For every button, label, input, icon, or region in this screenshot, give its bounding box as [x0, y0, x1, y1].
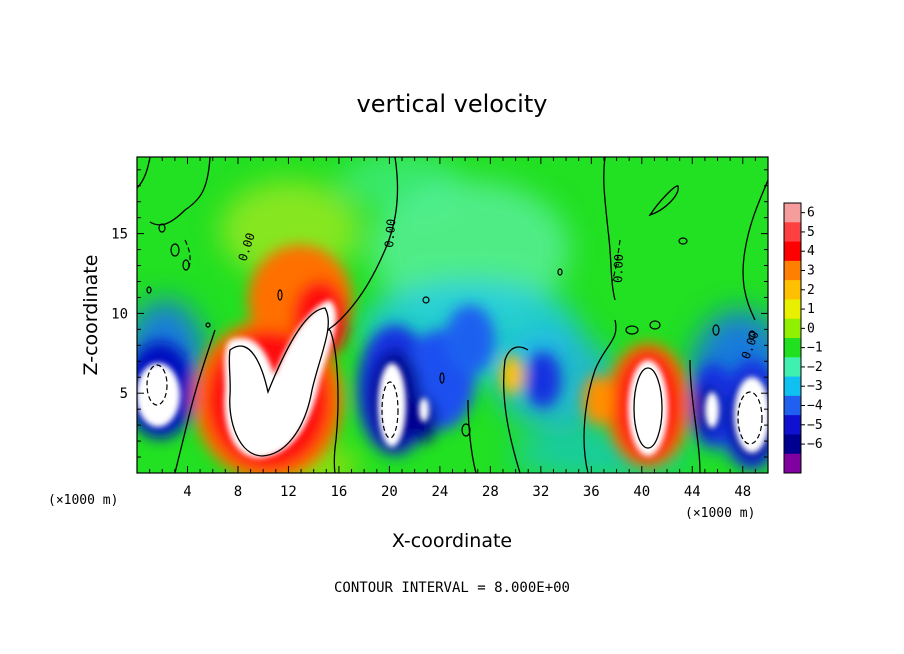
axis-ticks	[136, 157, 769, 473]
colorbar-tick-label: 3	[807, 264, 815, 279]
colorbar-swatch	[784, 299, 801, 320]
colorbar-tick-label: 6	[807, 206, 815, 221]
colorbar-swatch	[784, 415, 801, 435]
colorbar-tick-label: −1	[807, 341, 823, 356]
x-tick-label: 24	[431, 484, 448, 500]
x-unit-label-right: (×1000 m)	[685, 506, 755, 521]
colorbar-tick-label: −2	[807, 360, 823, 375]
x-tick-label: 8	[234, 484, 242, 500]
colorbar-swatch	[784, 280, 801, 300]
colorbar-swatch	[784, 338, 801, 358]
colorbar-swatch	[784, 260, 801, 281]
y-tick-label: 15	[111, 227, 128, 243]
colorbar-tick-label: 4	[807, 244, 815, 259]
colorbar-tick-label: −3	[807, 379, 823, 394]
colorbar-swatch	[784, 203, 801, 223]
colorbar-swatch	[784, 241, 801, 262]
contour-label: 0.00	[382, 218, 398, 248]
colorbar-swatch	[784, 318, 801, 339]
colorbar-swatch	[784, 453, 801, 474]
x-tick-label: 44	[684, 484, 701, 500]
x-unit-label-left: (×1000 m)	[48, 493, 118, 508]
x-tick-label: 36	[583, 484, 600, 500]
colorbar-tick-label: −5	[807, 418, 823, 433]
y-tick-labels: 5 10 15	[111, 227, 128, 403]
colorbar-swatch	[784, 222, 801, 243]
colorbar-tick-label: 2	[807, 283, 815, 298]
x-axis-label: X-coordinate	[392, 530, 512, 552]
chart-title: vertical velocity	[357, 90, 548, 118]
colorbar-labels: 6 5 4 3 2 1 0 −1 −2 −3 −4 −5 −6	[807, 206, 823, 452]
contour-label: 0.00	[611, 254, 626, 283]
colorbar-swatch	[784, 434, 801, 455]
contour-interval-note: CONTOUR INTERVAL = 8.000E+00	[334, 580, 570, 596]
colorbar-swatch	[784, 376, 801, 397]
x-tick-label: 40	[633, 484, 650, 500]
x-tick-label: 12	[280, 484, 297, 500]
y-axis-label: Z-coordinate	[80, 255, 102, 376]
colorbar-swatch	[784, 357, 801, 378]
y-tick-label: 5	[120, 386, 128, 402]
x-tick-label: 16	[330, 484, 347, 500]
colorbar-tick-label: −4	[807, 399, 823, 414]
velocity-field	[137, 157, 768, 473]
x-tick-label: 4	[183, 484, 191, 500]
x-tick-label: 20	[381, 484, 398, 500]
colorbar-swatch	[784, 395, 801, 416]
colorbar-tick-label: 5	[807, 225, 815, 240]
y-tick-label: 10	[111, 306, 128, 322]
x-tick-label: 32	[532, 484, 549, 500]
colorbar-frame	[783, 202, 802, 474]
colorbar-tick-label: 1	[807, 302, 815, 317]
x-tick-label: 48	[734, 484, 751, 500]
colorbar	[783, 202, 805, 474]
x-tick-label: 28	[482, 484, 499, 500]
x-tick-labels: 4 8 12 16 20 24 28 32 36 40 44 48	[183, 484, 751, 500]
colorbar-tick-label: 0	[807, 321, 815, 336]
colorbar-tick-label: −6	[807, 437, 823, 452]
